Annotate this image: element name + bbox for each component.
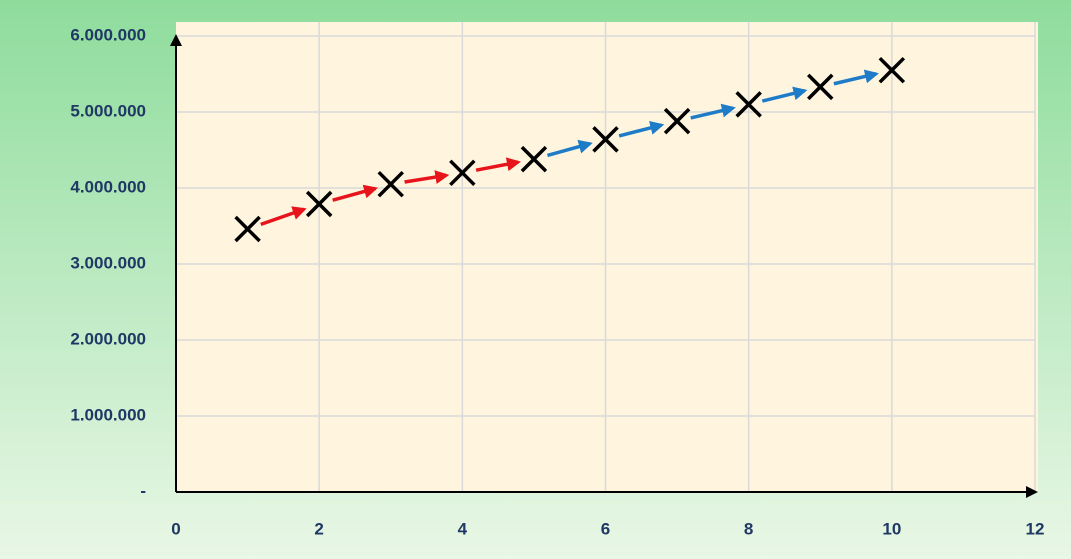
- y-tick-label: 2.000.000: [70, 329, 146, 348]
- arrow: [404, 170, 450, 184]
- arrow: [761, 86, 808, 103]
- x-tick-label: 4: [458, 519, 468, 538]
- x-tick-label: 6: [601, 519, 610, 538]
- y-tick-label: 6.000.000: [70, 25, 146, 44]
- y-tick-label: 1.000.000: [70, 405, 146, 424]
- point: [449, 159, 476, 187]
- arrow: [833, 69, 879, 86]
- point: [807, 73, 834, 101]
- point: [234, 215, 261, 243]
- point: [878, 56, 906, 84]
- y-tick-label: 3.000.000: [70, 253, 146, 272]
- y-tick-label: -: [140, 481, 146, 500]
- arrow: [546, 139, 593, 158]
- arrow: [618, 121, 665, 138]
- point: [592, 126, 619, 153]
- x-tick-label: 0: [171, 519, 180, 538]
- x-tick-label: 12: [1026, 519, 1045, 538]
- plot-area: [176, 22, 1038, 492]
- arrow: [690, 103, 736, 120]
- point: [663, 107, 691, 135]
- x-tick-label: 10: [882, 519, 901, 538]
- y-tick-label: 4.000.000: [70, 177, 146, 196]
- point: [377, 170, 404, 198]
- arrow: [260, 206, 307, 227]
- point: [305, 190, 333, 218]
- x-tick-label: 8: [744, 519, 753, 538]
- x-tick-label: 2: [314, 519, 323, 538]
- point: [520, 145, 548, 173]
- arrow: [332, 184, 379, 202]
- y-tick-label: 5.000.000: [70, 101, 146, 120]
- arrow: [475, 157, 521, 172]
- point: [735, 91, 762, 118]
